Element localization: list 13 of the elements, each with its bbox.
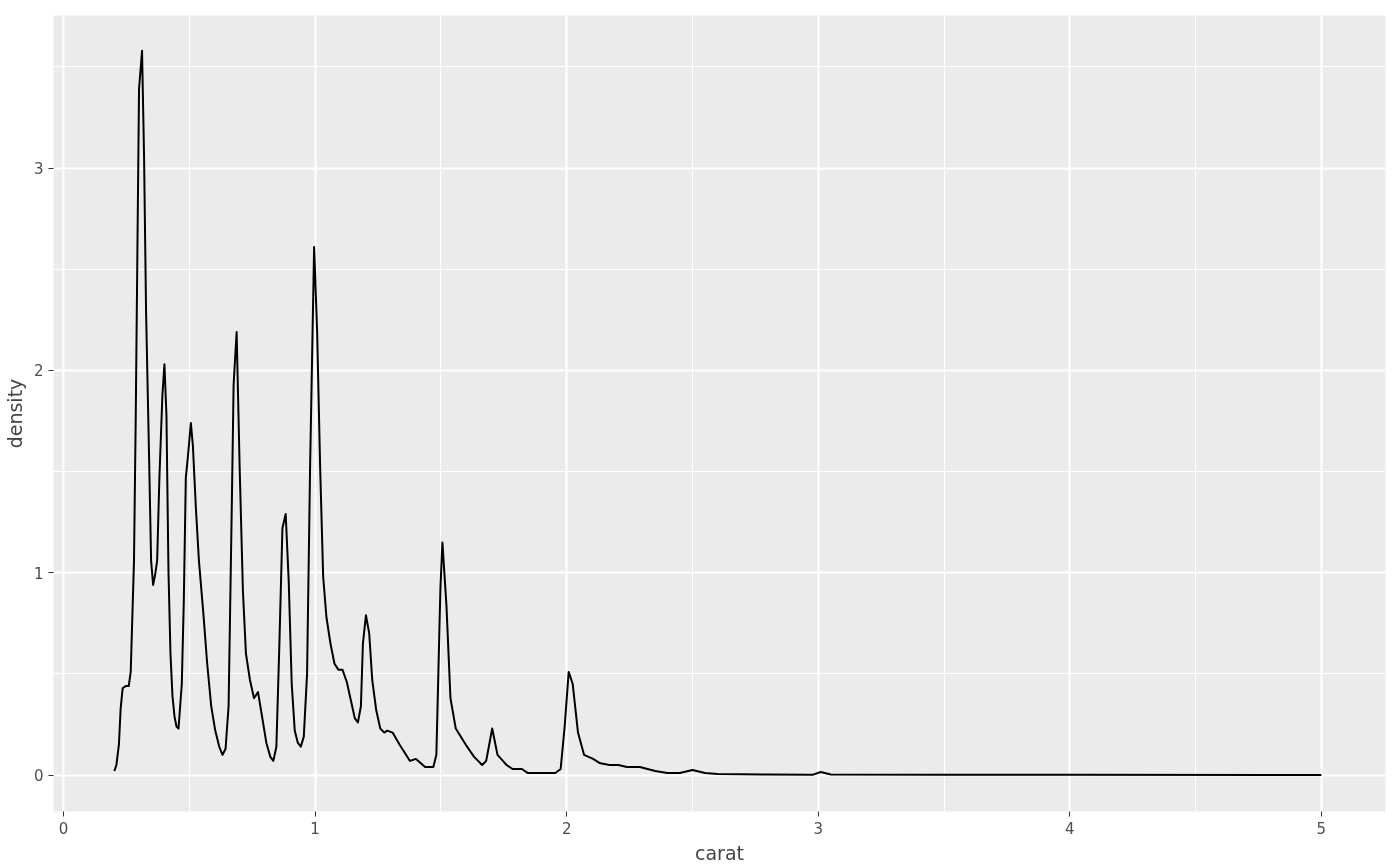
x-tick-label: 1: [310, 819, 320, 838]
x-tick-label: 0: [58, 819, 69, 838]
y-tick-label: 0: [33, 767, 44, 786]
x-axis-title: carat: [695, 841, 744, 864]
x-tick-label: 5: [1316, 819, 1327, 838]
x-tick-label: 2: [561, 819, 572, 838]
x-tick-label: 3: [813, 819, 824, 838]
x-tick-label: 4: [1065, 819, 1075, 838]
y-tick-label: 2: [33, 362, 44, 381]
y-tick-label: 3: [33, 160, 44, 179]
y-tick-label: 1: [33, 564, 44, 583]
y-axis-title: density: [3, 378, 26, 449]
line-series: [113, 49, 1323, 777]
